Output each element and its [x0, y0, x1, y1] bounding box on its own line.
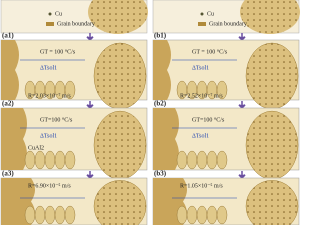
legend-boundary: Grain boundary [209, 21, 247, 27]
cell [64, 205, 76, 225]
cu-symbol [200, 12, 204, 16]
panel-label: (a3) [2, 170, 14, 178]
grain-dots [246, 43, 298, 109]
arrow [238, 33, 246, 42]
undercooling: ΔTsol1 [192, 133, 209, 139]
undercooling: ΔTsol1 [192, 65, 209, 71]
cell [206, 205, 218, 225]
dendrites [1, 40, 19, 100]
boundary-symbol [46, 22, 54, 26]
cell [216, 80, 228, 100]
gradient: GT = 100 °C/s [192, 48, 228, 55]
cell [216, 150, 228, 170]
grain-dots [94, 111, 146, 180]
gradient: GT = 100 °C/s [40, 48, 76, 55]
arrow [238, 101, 246, 110]
cell [206, 150, 218, 170]
arrow [86, 101, 94, 110]
arrow [86, 33, 94, 42]
boundary-symbol [198, 22, 206, 26]
undercooling: ΔTsol1 [40, 133, 57, 139]
grain-dots [94, 43, 146, 109]
panel-label: (a1) [2, 32, 14, 40]
growth-rate: R=2.03×10⁻⁷ m/s [28, 93, 71, 99]
grain-dots [246, 180, 298, 225]
cell [24, 205, 36, 225]
grain-dots [246, 111, 298, 180]
gradient: GT=100 °C/s [192, 116, 225, 123]
cell [24, 150, 36, 170]
panel-label: (b3) [154, 170, 167, 178]
legend-cu: Cu [207, 11, 214, 17]
cell [54, 205, 66, 225]
cell [44, 150, 56, 170]
grain-dots [88, 0, 148, 34]
phase: CuAl2 [28, 145, 44, 151]
undercooling: ΔTsol1 [40, 65, 57, 71]
cell [64, 80, 76, 100]
gradient: GT=100 °C/s [40, 116, 73, 123]
cell [216, 205, 228, 225]
legend-cu: Cu [55, 11, 62, 17]
cell [34, 205, 46, 225]
panel-label: (b1) [154, 32, 167, 40]
cu-symbol [48, 12, 52, 16]
cell [54, 150, 66, 170]
growth-rate: R=2.52×10⁻⁷ m/s [180, 93, 223, 99]
cell [196, 205, 208, 225]
cell [196, 150, 208, 170]
grain-dots [240, 0, 300, 34]
arrow [86, 171, 94, 180]
cell [186, 150, 198, 170]
grain-dots [94, 180, 146, 225]
cell [176, 205, 188, 225]
cell [44, 205, 56, 225]
figure: Cu Grain boundary (a1) GT = 100 °C/s ΔTsol1 R… [0, 0, 300, 225]
dendrites [153, 40, 171, 100]
legend-boundary: Grain boundary [57, 21, 95, 27]
growth-rate: R=1.05×10⁻⁵ m/s [180, 183, 223, 189]
dendrites [153, 108, 179, 170]
growth-rate: R=6.90×10⁻⁵ m/s [28, 183, 71, 189]
cell [34, 150, 46, 170]
panel-label: (a2) [2, 100, 14, 108]
cell [64, 150, 76, 170]
arrow [238, 171, 246, 180]
cell [176, 150, 188, 170]
panel-label: (b2) [154, 100, 167, 108]
cell [186, 205, 198, 225]
dendrites [1, 108, 27, 170]
